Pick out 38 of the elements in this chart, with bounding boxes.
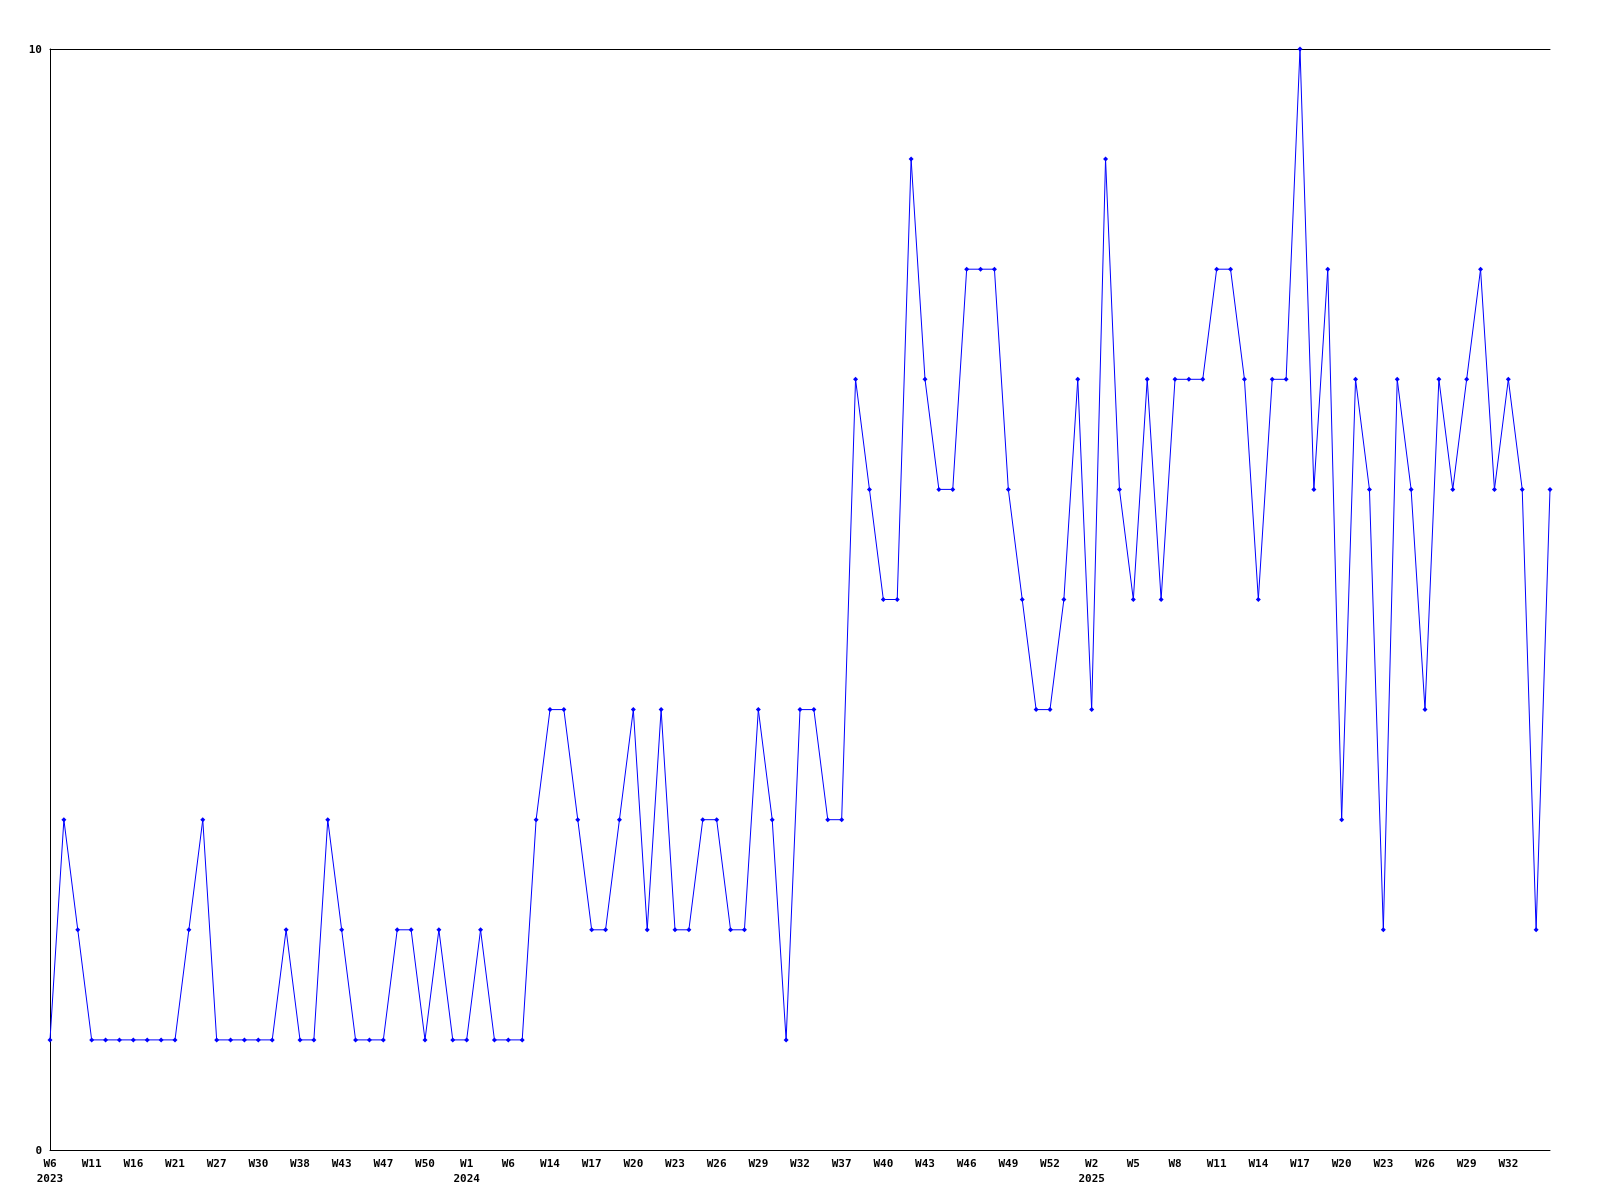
x-tick-label: W43 xyxy=(915,1157,935,1170)
x-tick-label: W49 xyxy=(998,1157,1019,1170)
x-tick-label: W32 xyxy=(1498,1157,1519,1170)
x-tick-label: W16 xyxy=(123,1157,144,1170)
x-tick-label: W23 xyxy=(1373,1157,1394,1170)
x-tick-label: W17 xyxy=(581,1157,602,1170)
x-tick-label: W20 xyxy=(623,1157,644,1170)
x-tick-label: W52 xyxy=(1040,1157,1060,1170)
x-tick-label: W8 xyxy=(1168,1157,1182,1170)
x-tick-label: W23 xyxy=(665,1157,685,1170)
x-tick-label: W46 xyxy=(956,1157,977,1170)
x-tick-label: W40 xyxy=(873,1157,894,1170)
x-tick-label: W32 xyxy=(790,1157,810,1170)
x-tick-label: W11 xyxy=(81,1157,102,1170)
x-tick-label: W14 xyxy=(540,1157,561,1170)
x-tick-label: W26 xyxy=(706,1157,727,1170)
x-tick-label: W29 xyxy=(1456,1157,1477,1170)
x-tick-label: W47 xyxy=(373,1157,394,1170)
x-tick-label: W14 xyxy=(1248,1157,1269,1170)
y-tick-label: 0 xyxy=(35,1143,42,1157)
x-tick-label: W29 xyxy=(748,1157,769,1170)
x-tick-label: W43 xyxy=(331,1157,352,1170)
x-tick-label: W17 xyxy=(1290,1157,1310,1170)
x-tick-label: W6 xyxy=(501,1157,516,1170)
x-tick-label: W21 xyxy=(165,1157,186,1170)
x-tick-label: W38 xyxy=(290,1157,310,1170)
x-tick-label: W5 xyxy=(1126,1157,1140,1170)
x-tick-label: W11 xyxy=(1206,1157,1227,1170)
x-tick-label: W27 xyxy=(206,1157,227,1170)
y-tick-label: 10 xyxy=(28,42,42,56)
x-tick-label: W37 xyxy=(831,1157,852,1170)
x-tick-label: W6 2023 xyxy=(36,1157,64,1185)
x-tick-label: W30 xyxy=(248,1157,269,1170)
x-tick-label: W50 xyxy=(415,1157,435,1170)
x-tick-label: W1 2024 xyxy=(453,1157,481,1185)
x-tick-label: W2 2025 xyxy=(1078,1157,1105,1185)
x-tick-label: W26 xyxy=(1415,1157,1436,1170)
x-tick-label: W20 xyxy=(1331,1157,1352,1170)
